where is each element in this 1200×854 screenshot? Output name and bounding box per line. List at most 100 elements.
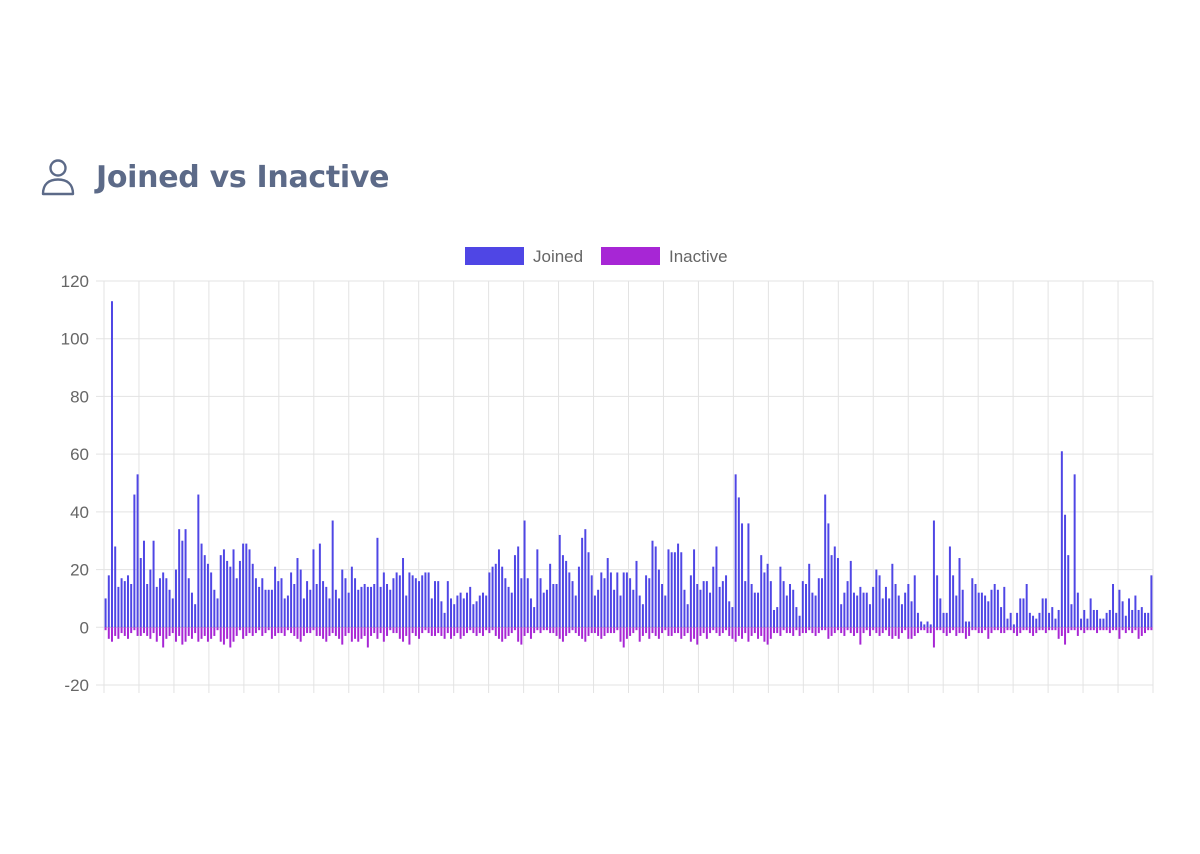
bar-inactive	[411, 627, 414, 634]
bar-inactive	[929, 627, 932, 634]
bar-joined	[881, 598, 884, 628]
bar-joined	[459, 592, 462, 628]
bar-inactive	[283, 627, 286, 636]
bar-inactive	[497, 627, 500, 639]
bar-joined	[1016, 612, 1019, 628]
bar-inactive	[974, 627, 977, 631]
bar-joined	[126, 575, 129, 628]
bar-joined	[149, 569, 152, 628]
bar-inactive	[920, 627, 923, 631]
bar-joined	[536, 549, 539, 628]
bar-joined	[363, 584, 366, 628]
bar-joined	[529, 598, 532, 628]
bar-joined	[1051, 607, 1054, 628]
bar-joined	[344, 578, 347, 628]
bar-inactive	[760, 627, 763, 636]
bar-inactive	[616, 627, 619, 631]
bar-joined	[1089, 598, 1092, 628]
bar-joined	[370, 586, 373, 628]
bar-inactive	[264, 627, 267, 634]
bar-inactive	[993, 627, 996, 631]
bar-inactive	[657, 627, 660, 639]
user-icon	[40, 157, 76, 197]
bar-joined	[168, 589, 171, 628]
bar-joined	[354, 578, 357, 628]
bar-joined	[753, 592, 756, 628]
bar-inactive	[107, 627, 110, 639]
bar-inactive	[274, 627, 277, 636]
page-title: Joined vs Inactive	[96, 159, 390, 195]
bar-joined	[689, 575, 692, 628]
bar-joined	[142, 540, 145, 628]
bar-joined	[258, 586, 261, 628]
bar-inactive	[651, 627, 654, 634]
bar-inactive	[194, 627, 197, 634]
bar-inactive	[635, 627, 638, 631]
bar-joined	[533, 607, 536, 628]
bar-joined	[686, 604, 689, 628]
bar-joined	[507, 586, 510, 628]
legend-label[interactable]: Joined	[533, 247, 583, 266]
bar-joined	[680, 552, 683, 628]
bar-joined	[731, 607, 734, 628]
bar-inactive	[357, 627, 360, 642]
bar-joined	[549, 563, 552, 628]
bar-inactive	[1016, 627, 1019, 636]
bar-joined	[1080, 618, 1083, 628]
bar-inactive	[360, 627, 363, 639]
bar-inactive	[805, 627, 807, 634]
bar-inactive	[504, 627, 507, 639]
bar-joined	[312, 549, 315, 628]
bar-inactive	[446, 627, 449, 634]
bar-inactive	[680, 627, 683, 639]
bar-joined	[987, 601, 990, 628]
bar-joined	[386, 584, 389, 628]
bar-joined	[728, 601, 731, 628]
bar-joined	[993, 584, 996, 628]
bar-inactive	[910, 627, 913, 639]
bar-inactive	[817, 627, 820, 634]
bar-inactive	[1128, 627, 1131, 631]
bar-inactive	[1070, 627, 1073, 631]
bar-joined	[980, 592, 983, 628]
bar-joined	[453, 604, 456, 628]
bar-joined	[338, 598, 341, 628]
bar-joined	[1134, 595, 1137, 628]
bar-joined	[654, 546, 657, 628]
bar-inactive	[222, 627, 225, 645]
bar-joined	[152, 540, 155, 628]
legend-swatch[interactable]	[465, 247, 524, 265]
bar-joined	[990, 589, 993, 628]
y-tick-label: -20	[64, 676, 89, 695]
bar-joined	[709, 592, 712, 628]
bar-inactive	[1038, 627, 1041, 631]
bar-inactive	[801, 627, 804, 634]
bar-inactive	[216, 627, 219, 631]
bar-joined	[936, 575, 939, 628]
bar-joined	[309, 589, 312, 628]
bar-joined	[488, 572, 491, 628]
bar-joined	[712, 566, 715, 628]
bar-inactive	[158, 627, 161, 636]
bar-inactive	[382, 627, 385, 642]
bar-joined	[1073, 474, 1076, 628]
bar-joined	[238, 560, 241, 628]
bar-joined	[1099, 618, 1102, 628]
bar-inactive	[174, 627, 177, 642]
bar-joined	[888, 598, 891, 628]
bar-joined	[283, 598, 286, 628]
bar-inactive	[744, 627, 747, 634]
bar-joined	[104, 598, 107, 628]
legend-swatch[interactable]	[601, 247, 660, 265]
bar-inactive	[996, 627, 999, 631]
bar-inactive	[481, 627, 484, 636]
bar-inactive	[1099, 627, 1102, 631]
bar-joined	[219, 555, 222, 628]
bar-inactive	[859, 627, 862, 645]
bar-joined	[1070, 604, 1073, 628]
bar-inactive	[488, 627, 491, 634]
bar-inactive	[408, 627, 411, 645]
legend-label[interactable]: Inactive	[669, 247, 728, 266]
bar-joined	[1060, 451, 1063, 628]
